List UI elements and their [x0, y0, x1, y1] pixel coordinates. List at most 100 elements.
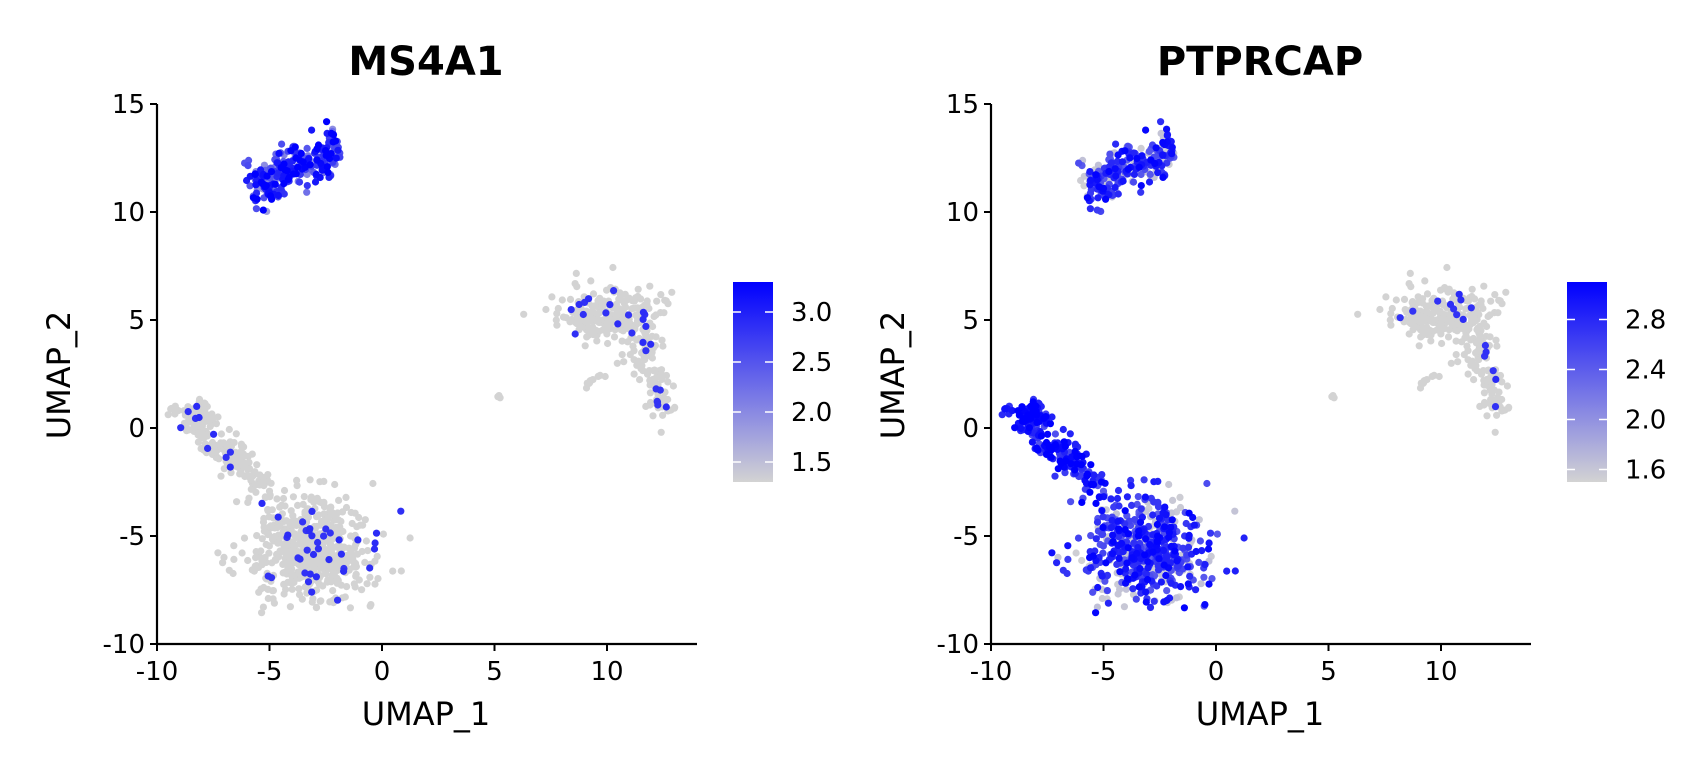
cell-point	[1142, 535, 1150, 543]
cell-point	[574, 315, 583, 323]
cell-point	[251, 468, 259, 476]
cell-point	[1107, 495, 1115, 503]
cell-point	[642, 322, 650, 330]
cell-point	[285, 548, 293, 556]
cell-point	[1453, 311, 1461, 319]
cell-point	[374, 575, 382, 583]
cell-point	[358, 547, 366, 556]
cell-point	[301, 508, 309, 516]
cell-point	[1104, 599, 1112, 607]
cell-point	[1418, 299, 1427, 307]
cell-point	[241, 452, 249, 460]
x-tick-label: -5	[257, 657, 283, 687]
cell-point	[641, 356, 649, 364]
cell-point	[542, 305, 550, 314]
cell-point	[1427, 310, 1435, 318]
panel-ptprcap: PTPRCAP -10 -5 0 5 10 -10 -5 0 5 10 15 UMAP_1 UMAP…	[874, 39, 1666, 733]
cell-point	[548, 293, 556, 301]
cell-point	[325, 546, 333, 555]
cell-point	[370, 545, 379, 553]
cell-point	[602, 309, 610, 317]
cell-point	[1491, 403, 1500, 411]
cell-point	[313, 494, 321, 502]
cell-point	[308, 126, 316, 134]
cell-point	[324, 168, 332, 176]
cell-point	[1103, 571, 1112, 580]
cell-point	[1115, 502, 1123, 510]
cell-point	[339, 557, 347, 565]
cell-point	[1089, 552, 1097, 560]
cell-point	[1078, 498, 1086, 506]
cell-point	[1130, 149, 1138, 157]
cell-point	[1099, 542, 1107, 550]
cell-point	[670, 404, 679, 412]
cell-point	[1108, 516, 1116, 525]
cell-point	[639, 308, 648, 316]
cell-point	[651, 367, 659, 375]
cell-point	[1386, 316, 1394, 324]
cell-point	[647, 340, 655, 348]
cell-point	[355, 513, 363, 522]
cell-point	[1061, 469, 1069, 477]
cell-point	[652, 333, 660, 341]
cell-point	[366, 573, 374, 581]
cell-point	[1137, 505, 1145, 513]
cell-point	[1163, 596, 1171, 605]
cell-point	[233, 498, 241, 506]
cell-point	[1089, 588, 1097, 596]
cell-point	[217, 430, 225, 438]
cell-point	[329, 587, 337, 595]
cell-point	[1048, 549, 1056, 557]
cell-point	[286, 603, 294, 611]
cell-point	[621, 303, 630, 311]
cell-point	[659, 411, 667, 419]
cell-point	[1146, 541, 1154, 549]
cell-point	[1051, 472, 1059, 480]
cell-point	[230, 555, 238, 564]
cell-point	[1483, 412, 1491, 420]
cell-point	[998, 411, 1006, 419]
cell-point	[1179, 544, 1187, 552]
cell-point	[323, 118, 331, 126]
y-tick-label: -5	[119, 522, 145, 552]
cell-point	[220, 439, 228, 447]
cell-point	[664, 395, 672, 404]
cell-point	[662, 403, 670, 411]
cell-point	[291, 517, 299, 525]
cell-point	[295, 585, 303, 593]
cell-point	[585, 295, 593, 303]
cell-point	[1120, 603, 1128, 611]
cell-point	[579, 310, 587, 319]
cell-point	[649, 412, 657, 420]
cell-point	[1454, 358, 1462, 366]
cell-point	[300, 493, 308, 501]
cell-point	[1150, 478, 1158, 486]
cell-point	[1017, 424, 1025, 433]
cell-point	[1053, 559, 1061, 567]
cell-point	[1105, 167, 1113, 176]
cell-point	[1206, 529, 1215, 537]
cell-point	[1099, 530, 1107, 538]
cell-point	[562, 314, 570, 322]
cell-point	[1168, 516, 1176, 524]
cell-point	[1477, 297, 1485, 305]
cell-point	[281, 502, 289, 510]
cell-point	[320, 532, 328, 540]
cell-point	[639, 338, 647, 346]
cell-point	[280, 160, 288, 168]
cell-point	[190, 423, 198, 431]
cell-point	[553, 310, 561, 318]
cell-point	[1165, 480, 1173, 489]
cell-point	[275, 149, 283, 157]
cell-point	[1163, 125, 1171, 133]
colorbar-tick-label: 2.5	[791, 348, 832, 378]
cell-point	[1128, 501, 1136, 509]
cell-point	[273, 495, 281, 503]
colorbar-tick-label: 1.5	[791, 448, 832, 478]
cell-point	[573, 283, 581, 291]
cell-point	[1033, 411, 1041, 419]
cell-point	[1445, 285, 1453, 293]
cell-point	[1171, 547, 1179, 555]
cell-point	[194, 438, 202, 446]
cell-point	[1223, 567, 1231, 575]
